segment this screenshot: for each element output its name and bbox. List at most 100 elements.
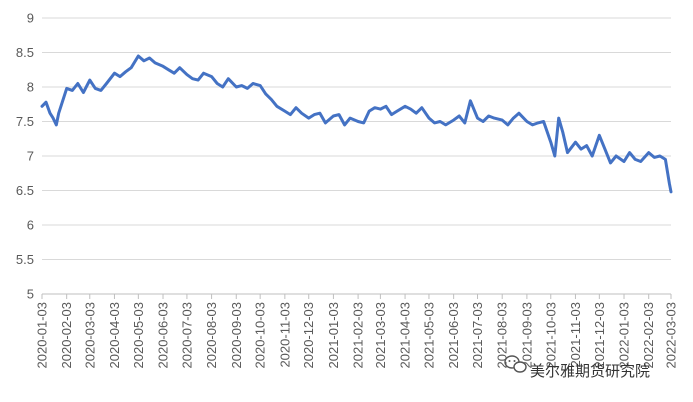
data-point	[307, 117, 310, 119]
data-point	[512, 117, 515, 119]
data-point	[362, 122, 365, 124]
data-point	[531, 124, 534, 126]
data-point	[476, 117, 479, 119]
data-point	[385, 105, 387, 108]
data-point	[100, 89, 102, 92]
data-point	[82, 91, 85, 94]
x-tick-label: 2020-03-03	[82, 302, 97, 369]
data-point	[349, 117, 351, 119]
data-point	[221, 86, 224, 88]
data-point	[49, 112, 51, 114]
data-point	[574, 141, 577, 143]
data-point	[609, 162, 612, 164]
data-point	[668, 182, 671, 185]
data-point	[374, 106, 376, 109]
data-point	[379, 108, 382, 110]
x-tick-label: 2021-02-03	[351, 302, 366, 369]
data-point	[458, 115, 461, 117]
data-point	[566, 151, 569, 154]
data-point	[162, 65, 164, 68]
data-point	[167, 69, 170, 71]
data-point	[343, 124, 346, 126]
data-point	[591, 155, 593, 157]
x-tick-label: 2021-10-03	[543, 302, 558, 369]
data-point	[507, 124, 509, 126]
data-point	[585, 144, 588, 147]
data-point	[130, 66, 132, 69]
data-point	[396, 110, 398, 112]
x-tick-label: 2021-11-03	[568, 302, 583, 368]
x-tick-label: 2020-06-03	[156, 302, 171, 369]
y-tick-label: 8	[27, 80, 34, 95]
data-point	[57, 112, 60, 114]
data-point	[65, 87, 68, 90]
data-point	[659, 155, 661, 157]
data-point	[647, 151, 650, 154]
x-tick-label: 2020-10-03	[253, 302, 268, 369]
data-point	[670, 191, 672, 193]
data-point	[557, 117, 560, 119]
y-tick-label: 5	[27, 287, 34, 302]
data-point	[173, 72, 175, 74]
data-point	[537, 122, 539, 124]
data-point	[664, 158, 667, 161]
data-point	[313, 113, 316, 116]
data-point	[604, 148, 606, 150]
x-tick-label: 2021-04-03	[398, 302, 413, 369]
data-point	[332, 115, 335, 117]
data-point	[284, 110, 286, 112]
data-point	[191, 77, 194, 80]
data-point	[113, 72, 116, 74]
x-tick-label: 2021-07-03	[470, 302, 485, 369]
data-point	[197, 79, 199, 81]
data-point	[119, 75, 121, 78]
x-axis: 2020-01-03 2020-02-03 2020-03-03 2020-04-03…	[35, 294, 679, 369]
data-point	[45, 101, 47, 103]
x-tick-label: 2020-02-03	[59, 302, 74, 369]
watermark: 美尔雅期货研究院	[504, 355, 650, 380]
data-point	[235, 86, 238, 88]
data-point	[639, 160, 642, 163]
data-point	[270, 98, 273, 101]
x-tick-label: 2022-02-03	[641, 302, 656, 369]
data-point	[518, 112, 520, 114]
watermark-text: 美尔雅期货研究院	[530, 362, 650, 380]
y-axis: 5 5.5 6 6.5 7 7.5 8 8.5 9	[16, 11, 34, 302]
data-point	[653, 156, 656, 159]
data-point	[452, 119, 455, 121]
y-tick-label: 7.5	[16, 114, 34, 129]
data-point	[319, 112, 321, 114]
data-point	[390, 113, 393, 116]
x-tick-label: 2021-06-03	[446, 302, 461, 369]
data-point	[210, 75, 213, 78]
data-point	[404, 105, 406, 108]
data-point	[526, 120, 528, 123]
data-point	[276, 105, 278, 108]
x-tick-label: 2020-12-03	[301, 302, 316, 369]
data-point	[550, 141, 552, 143]
x-tick-label: 2020-09-03	[229, 302, 244, 369]
data-point	[289, 113, 292, 116]
y-tick-label: 9	[27, 11, 34, 26]
data-point	[357, 120, 359, 123]
x-tick-label: 2021-12-03	[592, 302, 607, 369]
wechat-icon	[504, 355, 527, 373]
data-point	[202, 72, 205, 74]
x-tick-label: 2021-05-03	[421, 302, 436, 369]
data-point	[227, 77, 230, 80]
data-point	[137, 55, 140, 57]
data-point	[444, 124, 447, 126]
data-point	[469, 100, 472, 102]
data-point	[259, 84, 262, 87]
data-point	[178, 66, 181, 69]
y-tick-label: 6.5	[16, 183, 34, 198]
x-tick-label: 2021-09-03	[519, 302, 534, 369]
data-point	[598, 134, 601, 137]
y-tick-label: 5.5	[16, 252, 34, 267]
data-point	[409, 108, 412, 110]
data-point	[542, 120, 545, 123]
data-point	[186, 73, 188, 76]
x-tick-label: 2021-03-03	[373, 302, 388, 369]
data-point	[561, 131, 564, 133]
